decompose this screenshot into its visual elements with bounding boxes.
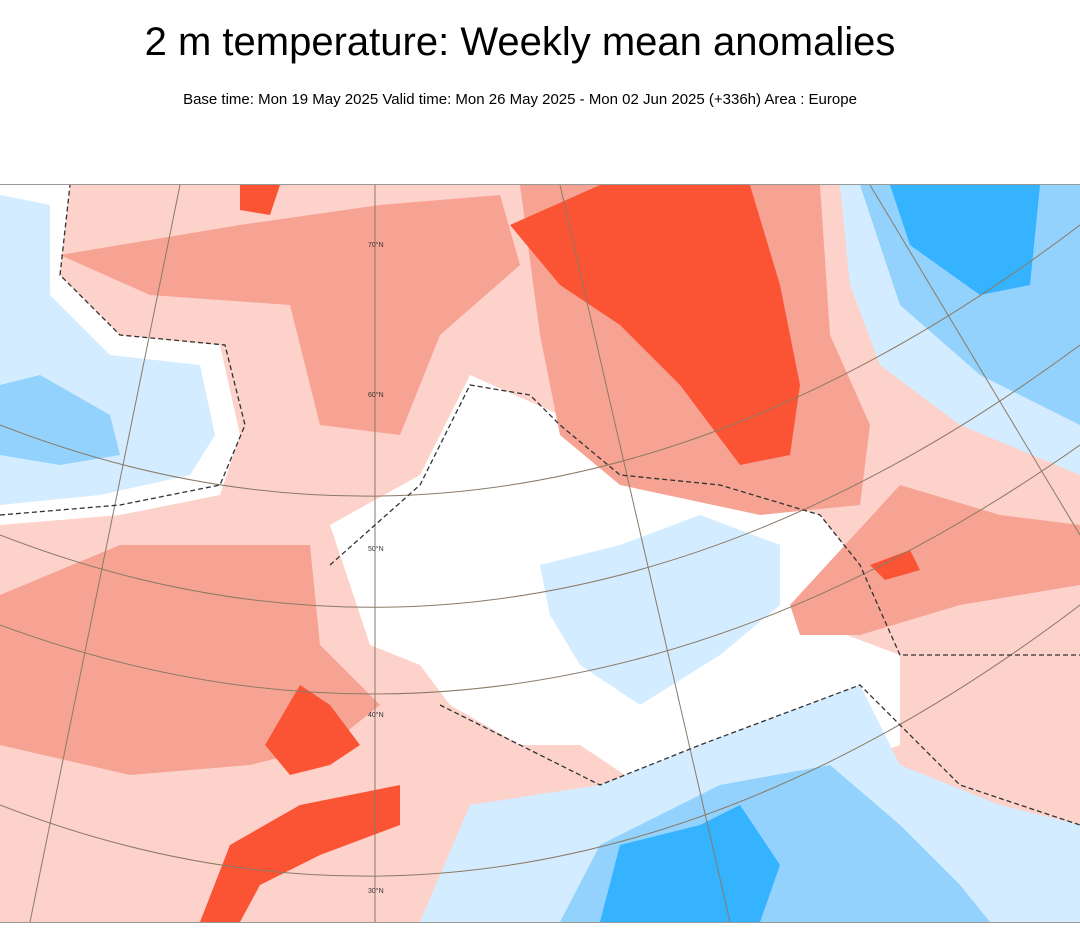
page-title: 2 m temperature: Weekly mean anomalies [144, 20, 896, 64]
lat-label-50: 50°N [368, 545, 384, 553]
lat-label-60: 60°N [368, 391, 384, 399]
warm-strong-iberia [265, 685, 360, 775]
lat-label-40: 40°N [368, 711, 384, 719]
warm-strong-iceland [240, 185, 280, 215]
warm-mid-north [60, 195, 520, 435]
warm-mid-turkey [790, 485, 1080, 635]
cold-anomaly-atlantic-mid [0, 375, 120, 465]
warm-strong-black-sea-east [870, 550, 920, 580]
lat-label-30: 30°N [368, 887, 384, 895]
graticule [0, 185, 1080, 922]
anomaly-map[interactable]: 70°N 60°N 50°N 40°N 30°N [0, 184, 1080, 923]
warm-strong-russia [510, 185, 800, 465]
cold-strong-north-africa [600, 805, 780, 922]
cold-strong-northeast [890, 185, 1040, 295]
page-subtitle: Base time: Mon 19 May 2025 Valid time: M… [183, 91, 857, 108]
zero-contour [0, 185, 1080, 826]
lat-label-70: 70°N [368, 241, 384, 249]
cold-light-balkans [540, 515, 780, 705]
warm-strong-morocco [200, 785, 400, 922]
